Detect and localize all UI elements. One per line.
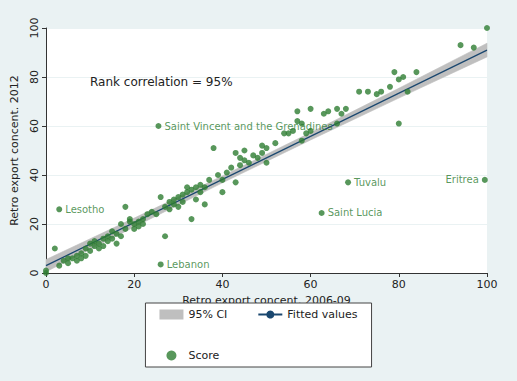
svg-text:80: 80 xyxy=(392,278,406,291)
svg-text:Retro export concent. 2012: Retro export concent. 2012 xyxy=(8,75,21,226)
svg-text:Retro export concent. 2006-09: Retro export concent. 2006-09 xyxy=(182,293,351,307)
svg-text:60: 60 xyxy=(28,119,41,133)
svg-text:Saint Lucia: Saint Lucia xyxy=(328,207,383,218)
svg-text:Fitted values: Fitted values xyxy=(287,308,358,321)
svg-text:20: 20 xyxy=(28,217,41,231)
svg-text:Score: Score xyxy=(188,349,219,362)
svg-text:Lebanon: Lebanon xyxy=(167,259,210,270)
svg-text:0: 0 xyxy=(43,278,50,291)
svg-text:80: 80 xyxy=(28,70,41,84)
svg-text:Lesotho: Lesotho xyxy=(65,204,104,215)
svg-text:Rank correlation = 95%: Rank correlation = 95% xyxy=(90,75,233,89)
svg-text:20: 20 xyxy=(127,278,141,291)
svg-text:Saint Vincent and the Grenadin: Saint Vincent and the Grenadines xyxy=(164,121,332,132)
svg-text:95% CI: 95% CI xyxy=(188,308,227,321)
svg-text:40: 40 xyxy=(28,168,41,182)
svg-text:Eritrea: Eritrea xyxy=(445,174,478,185)
svg-text:100: 100 xyxy=(477,278,498,291)
svg-text:40: 40 xyxy=(215,278,229,291)
svg-text:Tuvalu: Tuvalu xyxy=(353,177,386,188)
svg-text:100: 100 xyxy=(28,18,41,39)
svg-text:60: 60 xyxy=(304,278,318,291)
svg-text:0: 0 xyxy=(28,270,41,277)
